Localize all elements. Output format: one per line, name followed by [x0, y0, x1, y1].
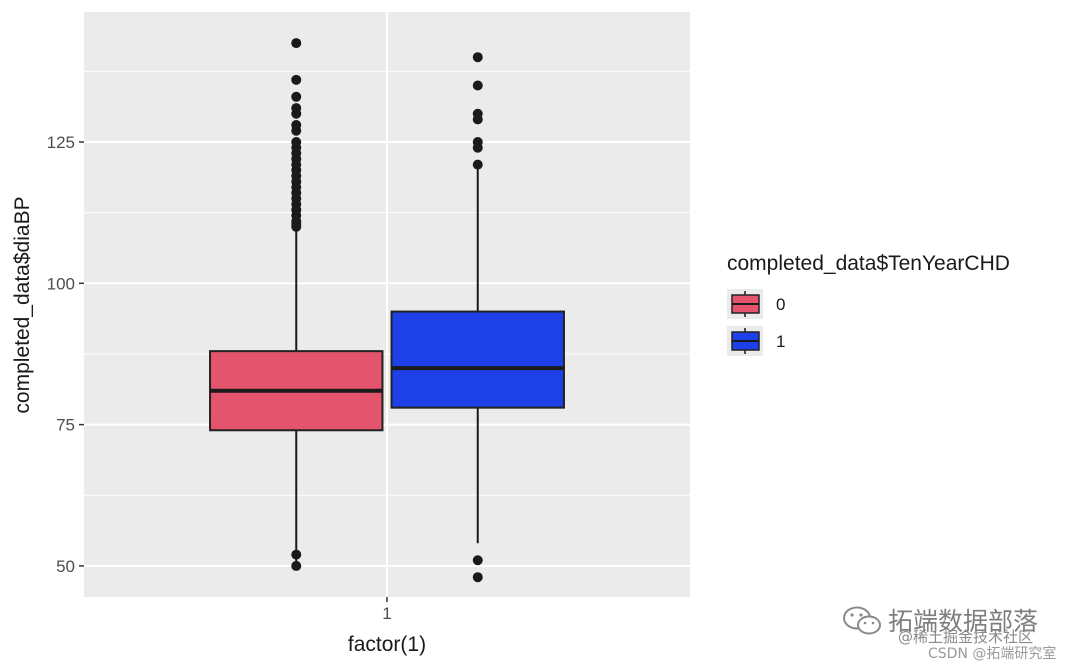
outlier-point — [472, 159, 483, 170]
y-axis-label: completed_data$diaBP — [11, 196, 34, 413]
legend: completed_data$TenYearCHD 0 1 — [727, 252, 1010, 356]
watermark-csdn: CSDN @拓端研究室 — [928, 646, 1057, 662]
outlier-point — [291, 120, 302, 131]
box-group — [390, 52, 565, 583]
legend-label: 1 — [776, 332, 785, 351]
y-tick-label: 125 — [47, 133, 75, 152]
x-axis-label: factor(1) — [348, 633, 426, 656]
wechat-logo-icon — [843, 606, 881, 635]
legend-title: completed_data$TenYearCHD — [727, 252, 1010, 275]
y-tick-label: 50 — [56, 557, 75, 576]
outlier-point — [291, 549, 302, 560]
outlier-point — [291, 91, 302, 102]
x-tick-label: 1 — [382, 604, 391, 623]
outlier-point — [472, 80, 483, 91]
outlier-point — [291, 103, 302, 114]
outlier-point — [472, 572, 483, 583]
box — [390, 310, 565, 409]
box-series — [209, 38, 565, 583]
outlier-point — [472, 555, 483, 566]
y-tick-label: 100 — [47, 274, 75, 293]
outlier-point — [291, 560, 302, 571]
outlier-point — [291, 74, 302, 85]
x-axis: 1 — [382, 597, 392, 623]
legend-label: 0 — [776, 295, 785, 314]
y-tick-label: 75 — [56, 416, 75, 435]
watermark-title: 拓端数据部落 — [888, 607, 1039, 636]
outlier-point — [472, 52, 483, 63]
major-gridlines — [84, 12, 690, 597]
outlier-point — [291, 38, 302, 49]
outlier-point — [472, 137, 483, 147]
outlier-point — [291, 137, 302, 147]
watermark-subtitle: @稀土掘金技术社区 — [898, 628, 1034, 646]
y-axis: 50 75 100 125 — [47, 133, 84, 576]
outlier-point — [472, 108, 483, 119]
box-group — [209, 38, 384, 571]
